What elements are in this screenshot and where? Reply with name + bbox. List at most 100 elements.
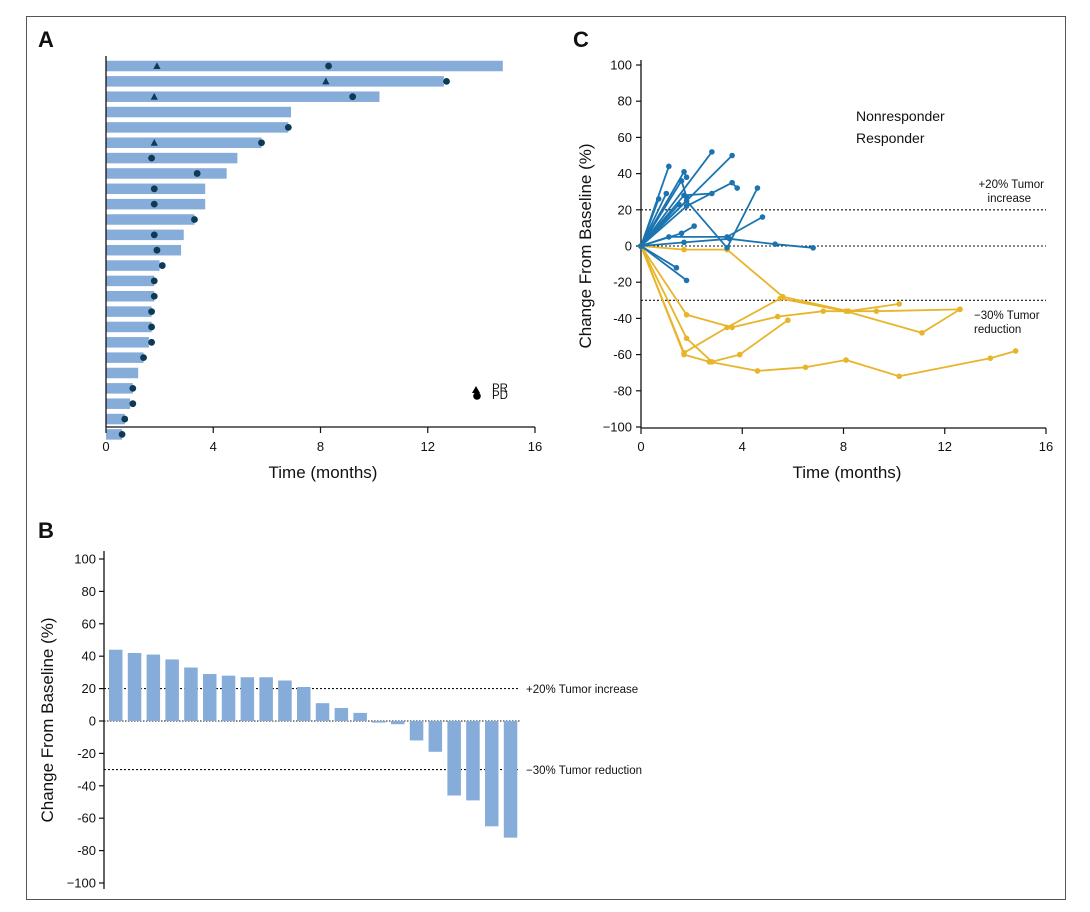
change-bar [184, 667, 198, 721]
responder-point [1012, 348, 1019, 354]
duration-bar [106, 91, 380, 102]
nonresponder-point [759, 214, 766, 220]
pd-marker [150, 200, 158, 208]
nonresponder-point [638, 243, 644, 249]
legend-pd-circle [473, 392, 481, 400]
panel-c-label: C [573, 27, 589, 52]
panel-b-y-tick-label: 60 [82, 616, 96, 631]
change-bar [447, 721, 461, 796]
panel-c-x-tick-label: 16 [1039, 439, 1053, 454]
pr-marker [322, 77, 330, 85]
panel-b-ref-reduction-label: −30% Tumor reduction [526, 765, 642, 777]
panel-b-y-tick-label: 100 [74, 552, 96, 567]
duration-bar [106, 306, 152, 317]
nonresponder-point [683, 197, 690, 204]
change-bar [165, 659, 179, 721]
pd-marker [140, 354, 147, 362]
panel-c-x-tick-label: 12 [938, 439, 952, 454]
pd-marker [150, 292, 158, 300]
panel-a-x-tick-label: 12 [421, 439, 435, 454]
nonresponder-point [681, 192, 687, 199]
change-bar [315, 703, 330, 721]
panel-b-y-tick-label: -20 [77, 746, 96, 761]
panel-c-y-tick-label: 40 [618, 166, 632, 181]
change-bar [503, 721, 518, 838]
change-bar [428, 721, 443, 752]
panel-b-y-tick-label: -80 [77, 843, 96, 858]
responder-point [957, 306, 963, 313]
duration-bar [106, 122, 289, 133]
change-bar [259, 677, 273, 721]
panel-a-x-tick-label: 16 [528, 439, 542, 454]
panel-b-y-tick-label: -40 [77, 778, 96, 793]
duration-bar [106, 275, 155, 287]
panel-a-x-tick-label: 4 [210, 439, 217, 454]
duration-bar [106, 260, 160, 271]
pd-marker [349, 93, 357, 101]
panel-c-y-tick-label: 60 [618, 130, 632, 145]
pd-marker [150, 185, 158, 193]
duration-bar [106, 137, 262, 148]
responder-point [683, 335, 690, 342]
responder-point [774, 313, 781, 320]
pd-marker [129, 384, 137, 392]
duration-bar [106, 168, 227, 179]
pr-marker [150, 92, 158, 100]
panel-c-y-tick-label: 0 [625, 239, 632, 254]
panel-c-y-tick-label: −100 [603, 420, 632, 435]
panel-b-y-tick-label: -60 [77, 811, 96, 826]
duration-bar [106, 413, 125, 425]
change-bar [334, 708, 349, 721]
nonresponder-line [640, 245, 688, 282]
nonresponder-point [663, 190, 670, 197]
change-bar [203, 674, 217, 721]
nonresponder-point [683, 203, 690, 209]
responder-point [843, 357, 849, 363]
legend-nonresponder: Nonresponder [856, 108, 945, 124]
duration-bar [106, 367, 139, 379]
panel-c-ref-increase-label-line2: increase [988, 193, 1031, 205]
change-bar [127, 652, 142, 721]
panel-c-x-tick-label: 8 [840, 439, 847, 454]
nonresponder-point [691, 223, 697, 229]
panel-c-y-axis-label: Change From Baseline (%) [576, 143, 595, 348]
nonresponder-point [678, 230, 685, 237]
duration-bar [106, 60, 503, 72]
pd-marker [148, 338, 155, 346]
responder-point [873, 308, 880, 314]
duration-bar [106, 291, 155, 302]
legend-pd-label: PD [492, 390, 508, 402]
pr-marker [150, 138, 158, 146]
nonresponder-point [683, 277, 690, 284]
nonresponder-point [724, 245, 730, 251]
duration-bar [106, 429, 123, 440]
panel-c-y-tick-label: -20 [613, 275, 632, 290]
nonresponder-point [681, 168, 687, 175]
nonresponder-point [678, 178, 685, 184]
legend-pr-triangle [472, 386, 480, 393]
panel-c-ref-reduction-label-line2: reduction [974, 324, 1021, 336]
panel-c-y-tick-label: 80 [618, 94, 632, 109]
nonresponder-point [709, 149, 715, 155]
panel-c-y-tick-label: -60 [613, 347, 632, 362]
nonresponder-line [640, 151, 713, 247]
panel-a-x-tick-label: 8 [317, 439, 324, 454]
panel-b-axes: 100 80 60 40 20 0 -20 -40 -60 -80 −100 [67, 551, 520, 891]
responder-point [736, 351, 743, 358]
panel-b-ref-increase-label: +20% Tumor increase [526, 684, 638, 696]
responder-point [681, 351, 687, 358]
duration-bar [106, 352, 144, 363]
pd-marker [443, 77, 450, 85]
nonresponder-point [709, 190, 715, 197]
duration-bar [106, 152, 238, 164]
change-bar [278, 680, 292, 721]
panel-b-label: B [38, 518, 54, 543]
panel-a-axes: 0 4 8 12 16 [102, 56, 542, 454]
pd-marker [148, 323, 155, 331]
responder-line [640, 245, 900, 313]
responder-point [683, 311, 690, 318]
panel-c-y-tick-label: -80 [613, 383, 632, 398]
panel-c-x-tick-label: 4 [739, 439, 746, 454]
panel-c-ref-increase-label-line1: +20% Tumor [978, 179, 1044, 191]
